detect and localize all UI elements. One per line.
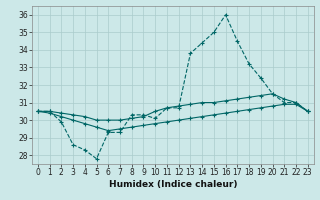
X-axis label: Humidex (Indice chaleur): Humidex (Indice chaleur): [108, 180, 237, 189]
